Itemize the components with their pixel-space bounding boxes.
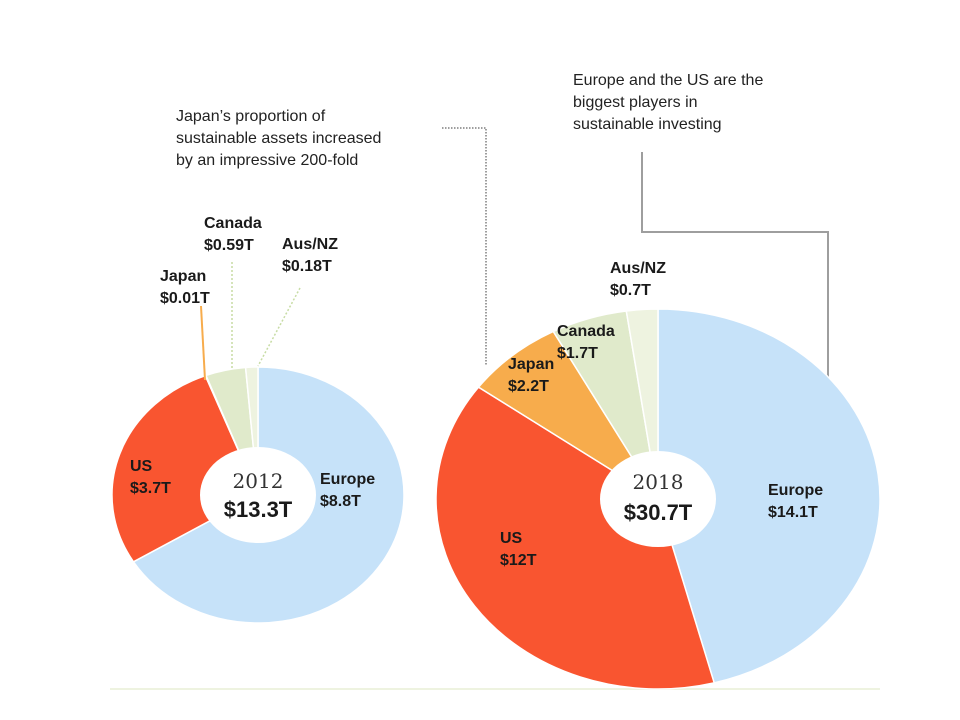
label-2012-us-value: $3.7T: [130, 480, 171, 497]
label-2018-japan-value: $2.2T: [508, 378, 549, 395]
total-label-2012: $13.3T: [224, 497, 293, 522]
pie-layer: [111, 308, 881, 690]
label-2018-us-value: $12T: [500, 552, 537, 569]
center-hole-2018: [600, 451, 716, 547]
japan-annotation: Japan’s proportion of sustainable assets…: [176, 108, 382, 169]
slice-2012-us: [111, 374, 259, 563]
label-2018-canada-name: Canada: [557, 323, 615, 340]
europe-callout-line: [641, 152, 829, 385]
label-2012-canada-value: $0.59T: [204, 237, 254, 254]
center-hole-2012: [200, 447, 316, 543]
leader-2012-ausnz: [257, 287, 301, 367]
label-2018-ausnz-name: Aus/NZ: [610, 260, 666, 277]
year-label-2018: 2018: [633, 470, 684, 494]
label-2012-us-name: US: [130, 458, 153, 475]
label-2018-us-name: US: [500, 530, 523, 547]
label-2018-europe-name: Europe: [768, 482, 823, 499]
slice-2018-us: [435, 386, 716, 690]
label-2012-europe-value: $8.8T: [320, 493, 361, 510]
year-label-2012: 2012: [233, 469, 284, 493]
label-2018-canada-value: $1.7T: [557, 345, 598, 362]
japan-callout-line: [442, 127, 487, 365]
label-2018-japan-name: Japan: [508, 356, 554, 373]
label-layer: Europe $8.8T US $3.7T Japan $0.01T Canada $0.59…: [130, 215, 823, 569]
label-2018-europe-value: $14.1T: [768, 504, 818, 521]
total-label-2018: $30.7T: [624, 500, 693, 525]
label-2012-japan-value: $0.01T: [160, 290, 210, 307]
label-2012-japan-name: Japan: [160, 268, 206, 285]
label-2012-ausnz-value: $0.18T: [282, 258, 332, 275]
label-2012-canada-name: Canada: [204, 215, 262, 232]
leader-2012-japan: [200, 305, 206, 381]
label-2012-europe-name: Europe: [320, 471, 375, 488]
slice-2018-japan: [477, 330, 659, 500]
slice-2018-europe: [657, 308, 881, 684]
europe-us-annotation: Europe and the US are the biggest player…: [573, 72, 764, 133]
label-2018-ausnz-value: $0.7T: [610, 282, 651, 299]
label-2012-ausnz-name: Aus/NZ: [282, 236, 338, 253]
